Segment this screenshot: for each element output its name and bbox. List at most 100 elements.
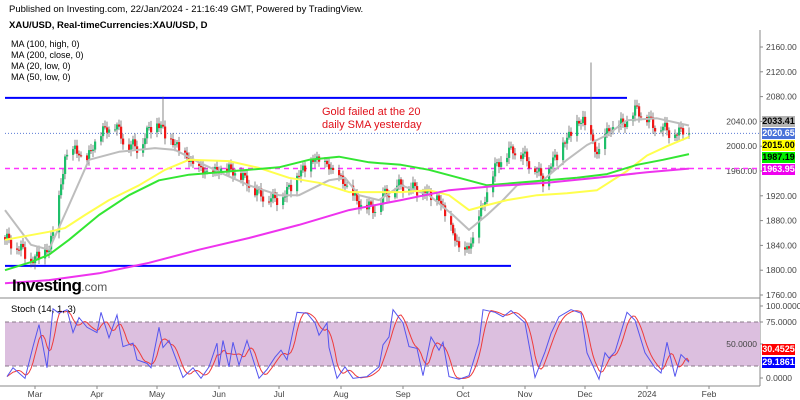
candle-body	[514, 153, 517, 156]
candle-body	[668, 130, 671, 138]
candle-body	[130, 144, 133, 151]
candle-body	[72, 149, 75, 155]
time-tick-label: May	[149, 389, 166, 399]
candle-body	[296, 175, 299, 192]
candle-body	[102, 126, 105, 137]
candle-body	[22, 243, 25, 248]
price-tick-label: 1800.00	[766, 265, 797, 275]
candle-body	[268, 201, 271, 203]
price-tick-label: 2160.00	[766, 42, 797, 52]
candle-body	[548, 168, 551, 187]
price-tick-label: 2120.00	[766, 67, 797, 77]
stoch-tick-label: 75.0000	[766, 317, 797, 327]
candle-body	[412, 182, 415, 189]
candle-body	[520, 155, 523, 159]
ma-legend-item[interactable]: MA (50, low, 0)	[11, 72, 71, 82]
candle-body	[338, 169, 341, 176]
candle-body	[666, 122, 669, 131]
moving-average-line	[4, 135, 690, 241]
candle-body	[120, 126, 123, 139]
candle-body	[538, 168, 541, 172]
candle-body	[466, 246, 469, 250]
annotation-line: daily SMA yesterday	[322, 119, 422, 131]
candle-body	[36, 251, 39, 257]
candle-body	[522, 153, 525, 159]
candle-body	[674, 134, 677, 138]
candle-body	[676, 134, 679, 136]
candle-body	[314, 159, 317, 162]
ma-legend-item[interactable]: MA (100, high, 0)	[11, 39, 80, 49]
moving-average-line	[4, 167, 690, 285]
candle-body	[184, 150, 187, 153]
time-tick-label: Apr	[90, 389, 103, 399]
candle-body	[230, 164, 233, 170]
price-label: 1987.19	[762, 151, 795, 163]
candle-body	[688, 133, 691, 135]
candle-body	[596, 151, 599, 155]
ma-legend-item[interactable]: MA (200, close, 0)	[11, 50, 84, 60]
candle-body	[284, 196, 287, 198]
candle-body	[402, 184, 405, 192]
candle-body	[46, 249, 49, 253]
candle-body	[134, 139, 137, 147]
candle-body	[256, 189, 259, 196]
chart-annotation: Gold failed at the 20 daily SMA yesterda…	[322, 106, 422, 132]
candle-body	[78, 153, 81, 156]
candle-body	[282, 197, 285, 206]
candle-body	[246, 175, 249, 186]
published-info: Published on Investing.com, 22/Jan/2024 …	[9, 4, 364, 15]
candle-body	[650, 116, 653, 118]
candle-body	[48, 249, 51, 253]
candle-body	[680, 127, 683, 129]
candle-body	[192, 159, 195, 164]
price-tick-label: 1840.00	[766, 240, 797, 250]
candle-body	[464, 247, 467, 250]
candle-body	[458, 241, 461, 248]
candle-body	[146, 127, 149, 139]
moving-average-line	[4, 153, 690, 272]
candle-body	[556, 154, 559, 161]
candle-body	[620, 118, 623, 125]
candle-body	[484, 201, 487, 206]
candles	[4, 62, 691, 270]
stoch-k-label: 29.1861	[762, 356, 795, 368]
candle-body	[228, 164, 231, 172]
candle-body	[60, 184, 63, 196]
candle-body	[604, 134, 607, 150]
price-label: 2033.41	[762, 115, 795, 127]
candle-body	[200, 165, 203, 168]
candle-body	[438, 195, 441, 201]
ma-legend-item[interactable]: MA (20, low, 0)	[11, 61, 71, 71]
candle-body	[552, 157, 555, 167]
stoch-tick-label: 50.0000	[726, 339, 757, 349]
candle-body	[62, 173, 65, 185]
candle-body	[414, 182, 417, 187]
candle-body	[32, 261, 35, 264]
ma-legend: MA (100, high, 0) MA (200, close, 0) MA …	[11, 39, 84, 83]
candle-body	[398, 179, 401, 186]
candle-body	[324, 160, 327, 162]
candle-body	[202, 167, 205, 174]
candle-body	[206, 170, 209, 172]
candle-body	[654, 127, 657, 132]
candle-body	[80, 155, 83, 157]
candle-body	[244, 173, 247, 176]
candle-body	[496, 162, 499, 164]
candle-body	[400, 179, 403, 185]
candle-body	[662, 126, 665, 131]
candle-body	[212, 170, 215, 172]
candle-body	[470, 243, 473, 249]
candle-body	[606, 128, 609, 135]
candle-body	[234, 173, 237, 176]
candle-body	[440, 200, 443, 205]
candle-body	[160, 124, 163, 129]
time-tick-label: Feb	[702, 389, 717, 399]
candle-body	[270, 198, 273, 202]
candle-body	[226, 168, 229, 172]
candle-body	[622, 118, 625, 124]
candle-body	[18, 249, 21, 251]
candle-body	[74, 145, 77, 150]
candle-body	[592, 134, 595, 142]
candle-body	[632, 115, 635, 122]
